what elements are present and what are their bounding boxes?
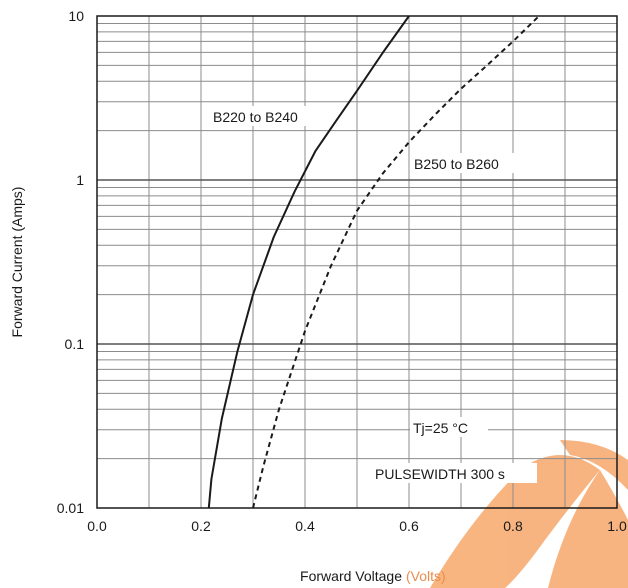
y-tick-label: 0.01: [57, 500, 84, 516]
y-axis-title: Forward Current (Amps): [9, 187, 25, 338]
series2-label: B250 to B260: [414, 156, 499, 172]
temperature-annotation: Tj=25 °C: [413, 420, 468, 436]
y-tick-labels: 0.01 0.1 1 10: [57, 8, 84, 516]
x-tick-label: 0.0: [87, 518, 107, 534]
x-tick-label: 1.0: [607, 518, 627, 534]
x-tick-label: 0.8: [503, 518, 523, 534]
y-tick-label: 1: [76, 172, 84, 188]
series-line-2: [252, 15, 540, 509]
curves: [207, 15, 540, 509]
y-tick-label: 0.1: [65, 336, 85, 352]
series1-label-bg: [210, 106, 316, 126]
series2-label-bg: [411, 153, 519, 173]
x-tick-label: 0.6: [399, 518, 419, 534]
x-tick-labels: 0.0 0.2 0.4 0.6 0.8 1.0: [87, 518, 627, 534]
y-tick-label: 10: [68, 8, 84, 24]
series-line-1: [207, 15, 410, 509]
pulsewidth-annotation: PULSEWIDTH 300 s: [375, 466, 505, 482]
grid-lines: [97, 16, 617, 508]
temperature-label-bg: [410, 417, 488, 437]
plot-border: [96, 15, 618, 509]
series1-label: B220 to B240: [213, 109, 298, 125]
pulsewidth-label-bg: [371, 463, 537, 483]
x-tick-label: 0.2: [191, 518, 211, 534]
x-tick-label: 0.4: [295, 518, 315, 534]
plot-frame: [96, 15, 618, 509]
x-axis-unit: (Volts): [406, 568, 446, 584]
x-axis-title: Forward Voltage: [300, 568, 402, 584]
watermark-logo: [430, 440, 628, 588]
